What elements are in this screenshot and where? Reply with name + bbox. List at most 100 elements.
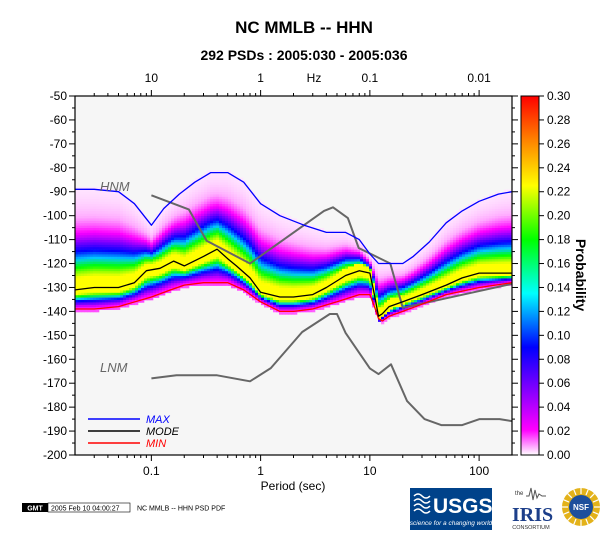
heatmap-cell (291, 268, 295, 272)
heatmap-cell (228, 220, 232, 224)
heatmap-cell (207, 256, 211, 260)
heatmap-cell (465, 280, 469, 284)
heatmap-cell (255, 252, 259, 255)
heatmap-cell (147, 273, 151, 277)
heatmap-cell (351, 259, 355, 262)
heatmap-cell (432, 252, 436, 255)
heatmap-cell (234, 196, 238, 200)
heatmap-cell (111, 254, 115, 258)
heatmap-cell (369, 268, 373, 272)
heatmap-cell (105, 264, 109, 267)
heatmap-cell (180, 259, 184, 262)
heatmap-cell (468, 230, 472, 234)
heatmap-cell (441, 242, 445, 246)
heatmap-cell (438, 292, 442, 296)
heatmap-cell (297, 273, 301, 277)
heatmap-cell (174, 259, 178, 262)
heatmap-cell (84, 264, 88, 267)
heatmap-cell (210, 266, 214, 270)
heatmap-cell (243, 180, 247, 183)
heatmap-cell (222, 218, 226, 222)
heatmap-cell (84, 204, 88, 207)
heatmap-cell (342, 232, 346, 236)
heatmap-cell (462, 268, 466, 272)
heatmap-cell (192, 184, 196, 188)
heatmap-cell (105, 213, 109, 217)
heatmap-cell (201, 184, 205, 188)
heatmap-cell (459, 283, 463, 286)
heatmap-cell (132, 213, 136, 217)
heatmap-cell (168, 213, 172, 217)
heatmap-cell (342, 280, 346, 284)
heatmap-cell (213, 223, 217, 226)
heatmap-cell (291, 288, 295, 291)
heatmap-cell (378, 290, 382, 294)
heatmap-cell (246, 199, 250, 202)
heatmap-cell (252, 261, 256, 265)
heatmap-cell (168, 225, 172, 229)
heatmap-cell (150, 244, 154, 248)
heatmap-cell (306, 271, 310, 274)
heatmap-cell (204, 180, 208, 183)
heatmap-cell (141, 232, 145, 236)
heatmap-cell (105, 204, 109, 207)
heatmap-cell (339, 266, 343, 270)
heatmap-cell (150, 256, 154, 260)
heatmap-cell (396, 278, 400, 282)
heatmap-cell (432, 244, 436, 248)
heatmap-cell (132, 285, 136, 289)
heatmap-cell (363, 268, 367, 272)
heatmap-cell (141, 211, 145, 214)
heatmap-cell (84, 189, 88, 193)
heatmap-cell (282, 300, 286, 303)
heatmap-cell (243, 254, 247, 258)
heatmap-cell (198, 259, 202, 262)
heatmap-cell (225, 225, 229, 229)
heatmap-cell (399, 283, 403, 286)
heatmap-cell (216, 237, 220, 241)
heatmap-cell (177, 218, 181, 222)
heatmap-cell (177, 280, 181, 284)
heatmap-cell (285, 230, 289, 234)
heatmap-cell (204, 189, 208, 193)
heatmap-cell (120, 271, 124, 274)
heatmap-cell (207, 177, 211, 181)
heatmap-cell (243, 256, 247, 260)
heatmap-cell (312, 304, 316, 308)
heatmap-cell (186, 266, 190, 270)
heatmap-cell (276, 240, 280, 243)
heatmap-cell (264, 208, 268, 212)
heatmap-cell (138, 283, 142, 286)
heatmap-cell (225, 213, 229, 217)
heatmap-cell (195, 201, 199, 205)
heatmap-cell (189, 273, 193, 277)
heatmap-cell (414, 276, 418, 279)
heatmap-cell (345, 247, 349, 250)
heatmap-cell (339, 276, 343, 279)
heatmap-cell (366, 278, 370, 282)
heatmap-cell (186, 261, 190, 265)
heatmap-cell (270, 211, 274, 214)
heatmap-cell (105, 230, 109, 234)
heatmap-cell (198, 196, 202, 200)
heatmap-cell (96, 235, 100, 238)
heatmap-cell (129, 288, 133, 291)
heatmap-cell (186, 247, 190, 250)
heatmap-cell (282, 307, 286, 310)
heatmap-cell (234, 252, 238, 255)
heatmap-cell (162, 220, 166, 224)
heatmap-cell (156, 228, 160, 231)
heatmap-cell (174, 230, 178, 234)
heatmap-cell (225, 264, 229, 267)
heatmap-cell (390, 276, 394, 279)
heatmap-cell (273, 302, 277, 306)
heatmap-cell (468, 271, 472, 274)
heatmap-cell (105, 288, 109, 291)
heatmap-cell (75, 235, 79, 238)
heatmap-cell (252, 288, 256, 291)
heatmap-cell (300, 283, 304, 286)
heatmap-cell (351, 280, 355, 284)
heatmap-cell (306, 280, 310, 284)
heatmap-cell (429, 283, 433, 286)
heatmap-cell (366, 261, 370, 265)
